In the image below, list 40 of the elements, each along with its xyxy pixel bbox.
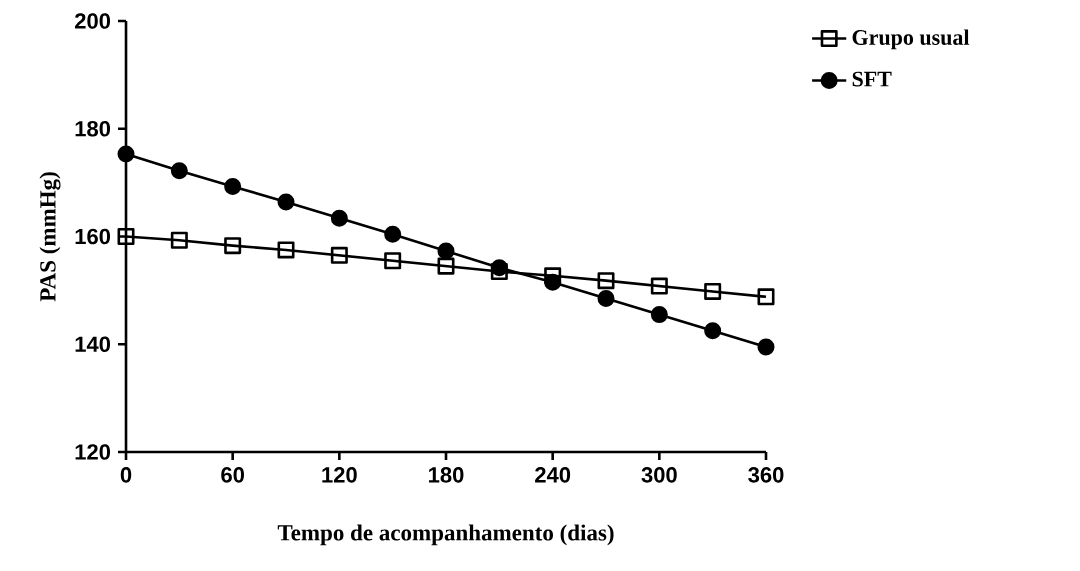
x-tick-label: 300 — [641, 467, 677, 483]
point — [650, 277, 668, 295]
point — [277, 241, 295, 259]
point — [650, 306, 668, 324]
point — [704, 282, 722, 300]
point — [170, 162, 188, 180]
x-tick-label: 180 — [429, 467, 464, 483]
legend-label: Grupo usual — [852, 29, 970, 50]
point — [544, 267, 562, 285]
point — [437, 257, 455, 275]
y-tick-label: 160 — [75, 228, 111, 245]
point — [117, 228, 135, 245]
y-tick-label: 140 — [75, 336, 111, 353]
x-tick-label: 240 — [535, 467, 571, 483]
point — [117, 145, 135, 163]
point — [437, 242, 455, 260]
point — [597, 289, 615, 307]
point — [597, 272, 615, 290]
point — [330, 209, 348, 227]
point — [384, 225, 402, 243]
legend-label: SFT — [852, 71, 892, 87]
point — [330, 246, 348, 264]
x-tick-label: 120 — [322, 467, 357, 483]
point — [277, 193, 295, 211]
point — [757, 338, 775, 356]
y-tick-label: 180 — [75, 120, 111, 137]
point — [490, 263, 508, 281]
x-tick-label: 60 — [221, 467, 244, 483]
x-axis-title: Tempo de acompanhamento (dias) — [277, 524, 614, 546]
x-tick-label: 360 — [748, 467, 784, 483]
y-axis-title: PAS (mmHg) — [39, 172, 61, 302]
point — [224, 237, 242, 255]
point — [704, 322, 722, 340]
point — [170, 231, 188, 249]
point — [384, 252, 402, 270]
point — [757, 288, 775, 306]
y-tick-label: 120 — [75, 444, 111, 460]
x-tick-label: 0 — [120, 467, 132, 483]
point — [224, 177, 242, 195]
y-tick-label: 200 — [74, 13, 111, 29]
